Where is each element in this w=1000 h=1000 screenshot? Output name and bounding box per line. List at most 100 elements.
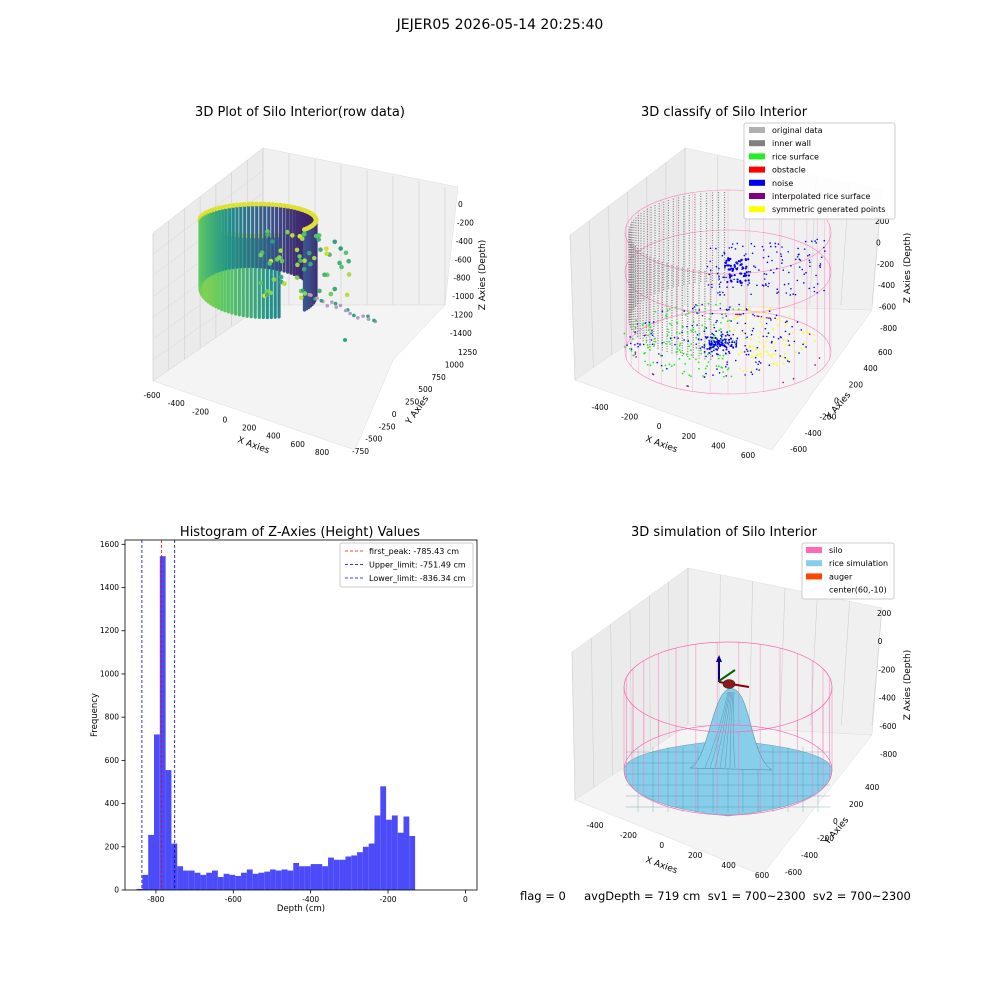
- classify3d-surface-point: [782, 339, 785, 341]
- classify3d-noise-point: [777, 243, 780, 245]
- classify3d-noise-point: [696, 333, 699, 336]
- classify3d-surface-point: [726, 368, 729, 371]
- classify3d-noise-point: [750, 293, 752, 296]
- raw3d-ytick: 0: [392, 410, 397, 419]
- classify3d-surface-point: [682, 352, 685, 355]
- classify3d-noise-point: [708, 339, 710, 342]
- classify3d-interp-point: [634, 353, 637, 355]
- classify3d-noise-point: [705, 355, 707, 358]
- classify3d-surface-point: [773, 342, 776, 345]
- classify3d-surface-point: [762, 351, 765, 353]
- classify3d-interp-point: [737, 313, 739, 316]
- classify3d-noise-point: [720, 335, 723, 338]
- classify3d-surface-point: [694, 330, 697, 333]
- classify3d-noise-point: [774, 349, 777, 352]
- classify3d-interp-point: [686, 385, 688, 387]
- raw3d-data-point: [338, 246, 343, 251]
- raw3d-data-point: [279, 258, 285, 264]
- histogram-bar: [386, 819, 392, 890]
- raw3d-ztick: -1400: [450, 329, 472, 338]
- classify3d-noise-point: [735, 345, 737, 348]
- classify3d-noise-point: [723, 252, 726, 255]
- classify3d-legend: original data inner wall rice surface obsta…: [743, 122, 896, 220]
- classify3d-noise-point: [794, 293, 797, 296]
- classify3d-legend-swatch: [749, 166, 765, 173]
- raw3d-data-point: [294, 247, 300, 253]
- status-line: flag = 0 avgDepth = 719 cm sv1 = 700~230…: [520, 889, 911, 903]
- classify3d-noise-point: [699, 347, 702, 350]
- classify3d-noise-point: [747, 279, 750, 282]
- raw3d-data-point: [282, 281, 287, 286]
- simulation3d-title: 3D simulation of Silo Interior: [631, 525, 818, 540]
- classify3d-noise-point: [722, 339, 724, 342]
- classify3d-noise-point: [728, 268, 732, 271]
- classify3d-surface-point: [678, 357, 681, 360]
- raw3d-data-point: [230, 203, 236, 208]
- classify3d-interp-point: [766, 316, 768, 319]
- classify3d-noise-point: [740, 258, 743, 262]
- raw3d-data-point: [266, 201, 272, 207]
- classify3d-ytick: 600: [878, 348, 893, 357]
- histogram-bar: [275, 870, 282, 890]
- raw3d-data-point: [294, 275, 300, 280]
- classify3d-noise-point: [703, 376, 706, 378]
- classify3d-surface-point: [654, 310, 657, 313]
- histogram-bar: [270, 869, 276, 890]
- classify3d-noise-point: [776, 267, 778, 270]
- classify3d-surface-point: [700, 352, 703, 355]
- classify3d-noise-point: [728, 308, 730, 311]
- classify3d-points: [623, 189, 832, 395]
- classify3d-surface-point: [649, 364, 652, 367]
- raw3d-data-point: [306, 250, 312, 256]
- raw3d-data-point: [265, 232, 270, 238]
- classify3d-noise-point: [714, 336, 717, 339]
- classify3d-surface-point: [798, 328, 800, 331]
- classify3d-noise-point: [703, 346, 706, 349]
- classify3d-surface-point: [634, 326, 637, 329]
- classify3d-noise-point: [708, 347, 711, 350]
- classify3d-noise-point: [728, 341, 731, 344]
- classify3d-surface-point: [643, 352, 646, 355]
- raw3d-data-point: [250, 201, 256, 207]
- raw3d-data-point: [278, 202, 283, 208]
- classify3d-xtick: 600: [741, 451, 756, 460]
- simulation3d-silo-wireframe: [623, 641, 833, 816]
- classify3d-noise-point: [780, 253, 782, 255]
- classify3d-ztick: -800: [880, 324, 897, 333]
- classify3d-noise-point: [785, 292, 788, 294]
- classify3d-legend-label: symmetric generated points: [772, 205, 885, 214]
- classify3d-surface-point: [709, 312, 712, 315]
- classify3d-noise-point: [634, 331, 636, 333]
- classify3d-noise-point: [711, 312, 714, 315]
- classify3d-surface-point: [766, 312, 769, 315]
- classify3d-noise-point: [736, 242, 739, 245]
- classify3d-surface-point: [750, 356, 753, 359]
- classify3d-noise-point: [730, 274, 733, 277]
- classify3d-surface-point: [683, 370, 686, 373]
- classify3d-noise-point: [781, 262, 783, 264]
- classify3d-surface-point: [777, 324, 780, 327]
- histogram-bar: [206, 872, 213, 890]
- classify3d-noise-point: [725, 365, 727, 368]
- classify3d-noise-point: [754, 356, 757, 359]
- classify3d-noise-point: [705, 327, 708, 329]
- classify3d-noise-point: [708, 273, 710, 276]
- classify3d-noise-point: [748, 282, 751, 284]
- classify3d-surface-point: [737, 353, 740, 356]
- classify3d-noise-point: [732, 333, 734, 336]
- raw3d-data-point: [269, 239, 275, 244]
- classify3d-surface-point: [667, 331, 670, 334]
- raw3d-data-point: [234, 202, 240, 208]
- raw3d-data-point: [328, 291, 334, 297]
- histogram-bar: [362, 846, 369, 890]
- raw3d-data-point: [271, 277, 277, 282]
- classify3d-legend-label: rice surface: [772, 152, 819, 161]
- simulation3d-ytick: -400: [801, 851, 818, 860]
- classify3d-noise-point: [719, 291, 721, 293]
- histogram-bar: [339, 859, 346, 890]
- classify3d-surface-point: [737, 316, 740, 318]
- classify3d-noise-point: [810, 240, 813, 243]
- classify3d-noise-point: [742, 245, 744, 248]
- classify3d-noise-point: [709, 247, 712, 250]
- classify3d-noise-point: [751, 373, 754, 376]
